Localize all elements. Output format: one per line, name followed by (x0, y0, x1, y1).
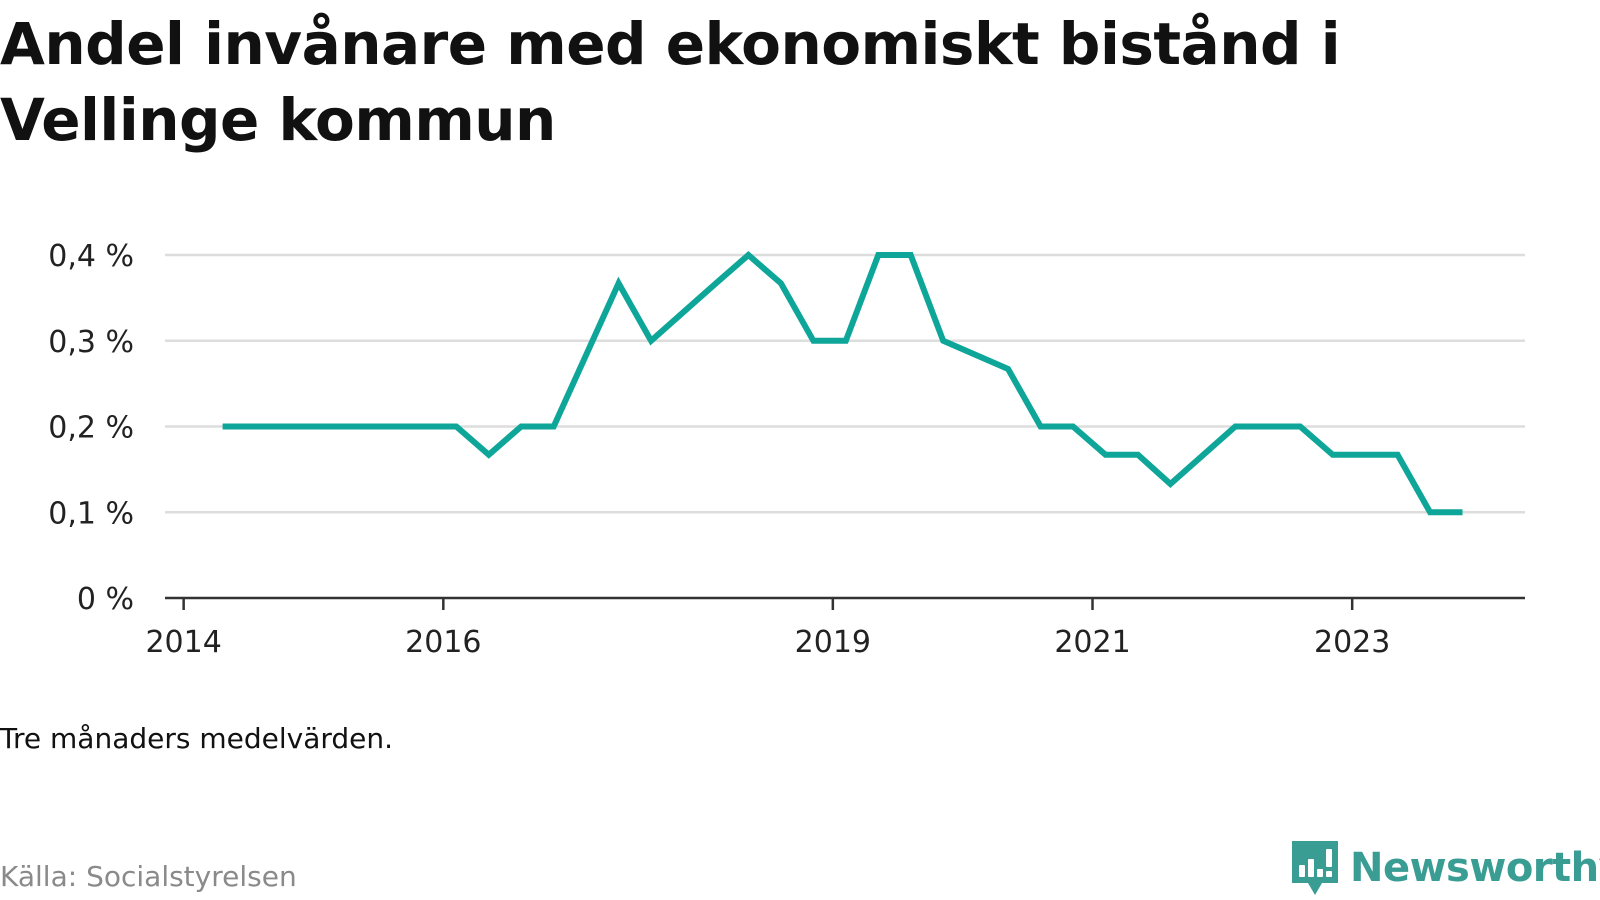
y-tick-labels: 0 % 0,1 % 0,2 % 0,3 % 0,4 % (48, 239, 134, 617)
y-tick-label: 0,4 % (48, 239, 134, 274)
x-tick-labels: 2014 2016 2019 2021 2023 (145, 625, 1390, 660)
brand-name: Newsworthy (1350, 845, 1600, 891)
x-tick-label: 2021 (1054, 625, 1130, 660)
x-axis (165, 596, 1525, 610)
source-label: Källa: Socialstyrelsen (0, 860, 297, 893)
y-tick-label: 0,3 % (48, 325, 134, 360)
series (222, 251, 1463, 516)
bar-chart-speech-bubble-icon (1292, 841, 1338, 895)
x-tick-label: 2016 (405, 625, 481, 660)
series-line (222, 251, 1463, 516)
gridlines (165, 253, 1525, 514)
chart-note: Tre månaders medelvärden. (0, 722, 394, 755)
newsworthy-logo: Newsworthy (1290, 838, 1600, 898)
x-tick-label: 2023 (1314, 625, 1390, 660)
line-chart: 0 % 0,1 % 0,2 % 0,3 % 0,4 % 2014 2016 2019 2021… (48, 239, 1525, 660)
y-tick-label: 0,1 % (48, 496, 134, 531)
chart-title: Andel invånare med ekonomiskt bistånd i … (0, 10, 1341, 154)
x-tick-label: 2014 (145, 625, 221, 660)
y-tick-label: 0 % (77, 582, 134, 617)
x-tick-label: 2019 (795, 625, 871, 660)
y-tick-label: 0,2 % (48, 411, 134, 446)
